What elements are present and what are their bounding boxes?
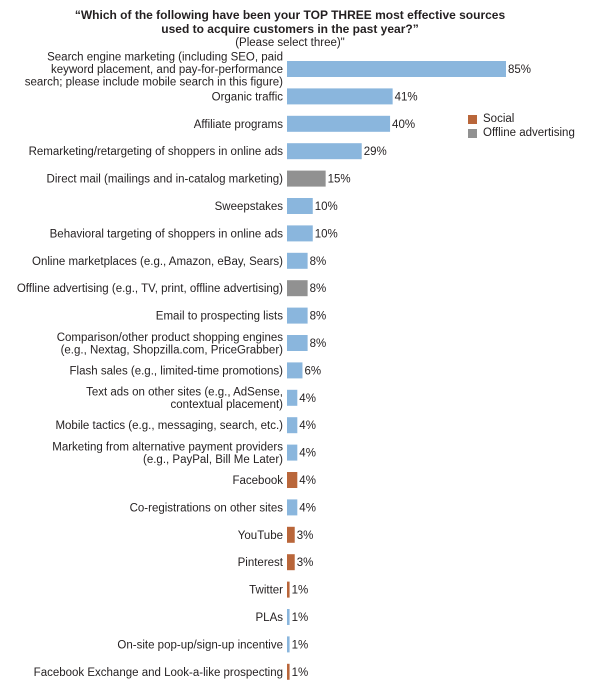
category-label-17: YouTube [238, 530, 283, 542]
bar-20 [287, 609, 290, 625]
legend-swatch-offline [468, 128, 477, 138]
category-label-18: Pinterest [238, 557, 284, 569]
bar-2 [287, 115, 391, 132]
chart-title-line-1: “Which of the following have been your T… [74, 8, 506, 22]
category-label-0-line-1: keyword placement, and pay-for-performan… [51, 64, 283, 76]
bar-21 [287, 636, 290, 653]
category-label-2: Affiliate programs [194, 119, 284, 131]
bar-value-label-21: 1% [292, 639, 309, 651]
legend-swatch-social [468, 114, 477, 124]
category-label-1: Organic traffic [212, 91, 284, 103]
bar-value-label-4: 15% [328, 174, 351, 186]
category-label-16: Co-registrations on other sites [130, 502, 284, 514]
category-label-4: Direct mail (mailings and in-catalog mar… [47, 174, 284, 186]
category-label-0-line-0: Search engine marketing (including SEO, … [47, 52, 283, 64]
bar-value-label-3: 29% [364, 146, 387, 158]
bar-value-label-6: 10% [315, 228, 338, 240]
bar-10 [287, 335, 308, 351]
bar-value-label-13: 4% [299, 420, 316, 432]
category-label-9: Email to prospecting lists [156, 311, 283, 323]
bar-11 [287, 362, 303, 379]
bar-4 [287, 170, 326, 187]
bar-value-label-10: 8% [310, 338, 327, 350]
bar-17 [287, 526, 295, 543]
category-label-10-line-0: Comparison/other product shopping engine… [57, 332, 284, 344]
category-label-12-line-0: Text ads on other sites (e.g., AdSense, [86, 387, 283, 399]
bar-6 [287, 225, 313, 242]
bar-16 [287, 499, 298, 516]
category-label-14-line-0: Marketing from alternative payment provi… [52, 441, 283, 453]
category-label-15: Facebook [232, 475, 283, 487]
category-label-19: Twitter [249, 585, 283, 597]
bar-0 [287, 61, 506, 77]
bar-5 [287, 198, 313, 214]
category-label-21: On-site pop-up/sign-up incentive [117, 639, 283, 651]
bar-9 [287, 307, 308, 324]
bar-14 [287, 444, 298, 461]
bar-13 [287, 417, 298, 434]
legend-label-offline: Offline advertising [483, 127, 575, 139]
category-label-20: PLAs [256, 612, 284, 624]
bar-12 [287, 389, 298, 406]
category-label-3: Remarketing/retargeting of shoppers in o… [29, 146, 284, 158]
category-label-12-line-1: contextual placement) [170, 399, 283, 411]
bar-value-label-19: 1% [292, 585, 309, 597]
bar-value-label-11: 6% [304, 365, 321, 377]
bar-7 [287, 252, 308, 269]
category-label-7: Online marketplaces (e.g., Amazon, eBay,… [32, 256, 283, 268]
chart-subtitle: (Please select three)" [235, 37, 345, 49]
bar-value-label-5: 10% [315, 201, 338, 213]
category-label-13: Mobile tactics (e.g., messaging, search,… [55, 420, 283, 432]
category-label-10-line-1: (e.g., Nextag, Shopzilla.com, PriceGrabb… [61, 344, 284, 356]
bar-1 [287, 88, 393, 105]
bar-value-label-7: 8% [310, 256, 327, 268]
bar-value-label-17: 3% [297, 530, 314, 542]
bar-8 [287, 280, 308, 297]
bar-value-label-18: 3% [297, 557, 314, 569]
category-label-22: Facebook Exchange and Look-a-like prospe… [34, 667, 283, 679]
bar-3 [287, 143, 362, 160]
legend-item-offline: Offline advertising [468, 126, 575, 140]
category-label-14-line-1: (e.g., PayPal, Bill Me Later) [143, 454, 283, 466]
bar-18 [287, 554, 295, 571]
bar-value-label-15: 4% [299, 475, 316, 487]
category-label-6: Behavioral targeting of shoppers in onli… [50, 228, 284, 240]
bar-value-label-20: 1% [292, 612, 309, 624]
bar-value-label-22: 1% [292, 667, 309, 679]
legend-label-social: Social [483, 113, 515, 125]
legend: Social Offline advertising [468, 112, 575, 140]
bar-15 [287, 472, 298, 488]
bar-22 [287, 663, 290, 680]
category-label-8: Offline advertising (e.g., TV, print, of… [17, 283, 283, 295]
category-label-11: Flash sales (e.g., limited-time promotio… [70, 365, 284, 377]
bar-value-label-2: 40% [392, 119, 415, 131]
bar-value-label-8: 8% [310, 283, 327, 295]
bar-value-label-12: 4% [299, 393, 316, 405]
bar-value-label-16: 4% [299, 502, 316, 514]
bar-value-label-14: 4% [299, 448, 316, 460]
legend-item-social: Social [468, 112, 575, 126]
category-label-0-line-2: search; please include mobile search in … [25, 77, 283, 89]
chart-title-line-2: used to acquire customers in the past ye… [161, 22, 419, 36]
bar-19 [287, 581, 290, 598]
bar-value-label-1: 41% [395, 91, 418, 103]
category-label-5: Sweepstakes [215, 201, 284, 213]
bar-value-label-9: 8% [310, 311, 327, 323]
bar-value-label-0: 85% [508, 64, 531, 76]
